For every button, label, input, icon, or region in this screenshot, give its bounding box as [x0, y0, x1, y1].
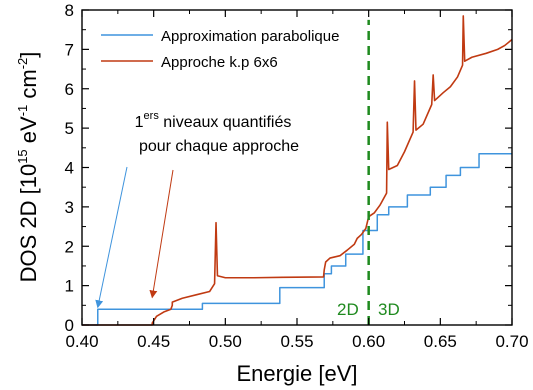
x-tick-label: 0.60	[352, 332, 385, 351]
annotation-ordinal: 1	[135, 114, 144, 131]
annotation-line-1-rest: niveaux quantifiés	[159, 114, 292, 131]
series-line-kp	[82, 15, 513, 326]
y-tick-label: 6	[65, 80, 74, 99]
y-tick-label: 8	[65, 1, 74, 20]
y-ticks: 0 1 2 3 4 5 6 7 8	[65, 1, 512, 335]
y-tick-label: 5	[65, 119, 74, 138]
y-label-exp1: 15	[15, 149, 30, 163]
y-tick-label: 0	[65, 316, 74, 335]
annotation: 1ers niveaux quantifiés pour chaque appr…	[95, 110, 299, 309]
legend-label-parabolic: Approximation parabolique	[161, 28, 339, 45]
x-ticks: 0.40 0.45 0.50 0.55 0.60 0.65 0.70	[65, 10, 529, 351]
y-label-mid1: eV	[16, 116, 41, 149]
y-tick-label: 3	[65, 198, 74, 217]
y-label-prefix: DOS 2D [10	[16, 164, 41, 283]
legend: Approximation parabolique Approche k.p 6…	[101, 28, 339, 71]
x-tick-label: 0.40	[65, 332, 98, 351]
annotation-line-2: pour chaque approche	[139, 138, 299, 155]
legend-label-kp: Approche k.p 6x6	[161, 54, 278, 71]
y-label-suffix: ]	[16, 52, 41, 58]
y-axis-label: DOS 2D [1015 eV-1 cm-2]	[15, 52, 41, 283]
x-tick-label: 0.45	[137, 332, 170, 351]
y-label-mid2: cm	[16, 69, 41, 104]
annotation-arrow-parabolic	[95, 166, 128, 309]
annotation-arrow-kp	[149, 169, 174, 299]
y-tick-label: 2	[65, 237, 74, 256]
y-label-exp3: -2	[15, 58, 30, 70]
series-layer	[82, 15, 513, 326]
x-tick-label: 0.70	[495, 332, 528, 351]
3d-region-label: 3D	[378, 300, 400, 319]
x-tick-label: 0.50	[209, 332, 242, 351]
2d-region-label: 2D	[337, 300, 359, 319]
x-tick-label: 0.55	[280, 332, 313, 351]
annotation-line-1: 1ers niveaux quantifiés	[135, 110, 292, 131]
annotation-superscript: ers	[144, 110, 160, 122]
x-axis-label: Energie [eV]	[236, 361, 357, 386]
series-line-parabolic	[82, 152, 512, 326]
y-tick-label: 4	[65, 159, 74, 178]
y-label-exp2: -1	[15, 105, 30, 117]
y-tick-label: 1	[65, 277, 74, 296]
x-tick-label: 0.65	[424, 332, 457, 351]
y-tick-label: 7	[65, 40, 74, 59]
